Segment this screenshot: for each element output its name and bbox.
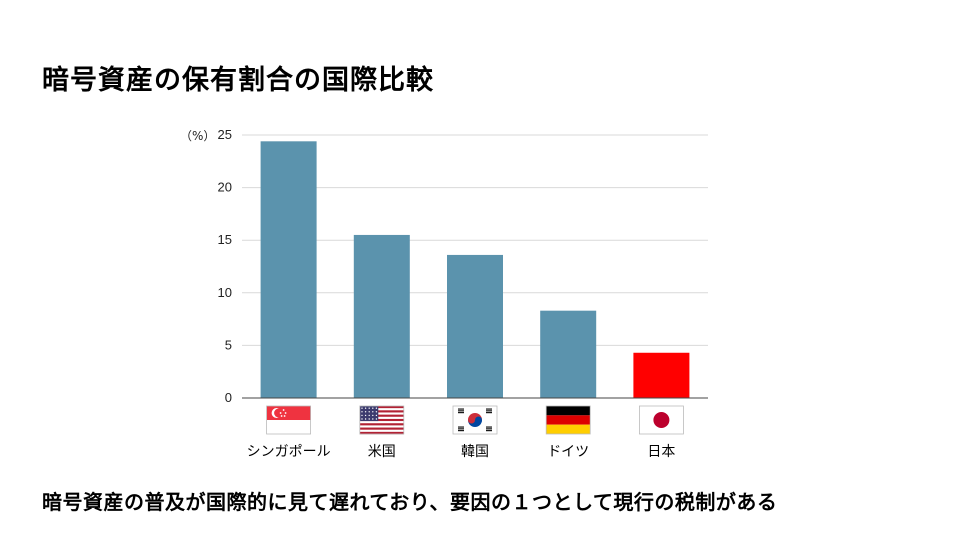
y-tick-label: 10 (218, 285, 232, 300)
y-axis-unit-label: （%） (180, 129, 215, 143)
korea-flag-icon (452, 405, 498, 435)
country-flags (266, 405, 684, 435)
bar-2 (447, 254, 503, 398)
y-tick-label: 15 (218, 232, 232, 247)
category-label: ドイツ (547, 444, 589, 460)
bar-1 (353, 234, 410, 398)
y-axis-ticks: 0 5 10 15 20 25 (218, 127, 232, 405)
chart-title: 暗号資産の保有割合の国際比較 (42, 65, 434, 96)
slide-caption: 暗号資産の普及が国際的に見て遅れており、要因の１つとして現行の税制がある (42, 490, 778, 514)
category-labels: シンガポール 米国 韓国 ドイツ 日本 (247, 444, 676, 460)
bar-3 (540, 310, 597, 398)
y-tick-label: 5 (225, 337, 232, 352)
category-label: 日本 (647, 444, 675, 460)
y-tick-label: 20 (218, 180, 232, 195)
category-label: 米国 (368, 444, 396, 460)
germany-flag-icon (545, 405, 591, 435)
japan-flag-icon (639, 405, 684, 435)
category-label: 韓国 (461, 444, 489, 460)
bars (260, 141, 690, 398)
category-label: シンガポール (247, 444, 331, 460)
y-tick-label: 0 (225, 390, 232, 405)
bar-0 (260, 141, 317, 398)
bar-4 (633, 352, 690, 398)
singapore-flag-icon (266, 405, 312, 435)
us-flag-icon (359, 405, 405, 435)
y-tick-label: 25 (218, 127, 232, 142)
